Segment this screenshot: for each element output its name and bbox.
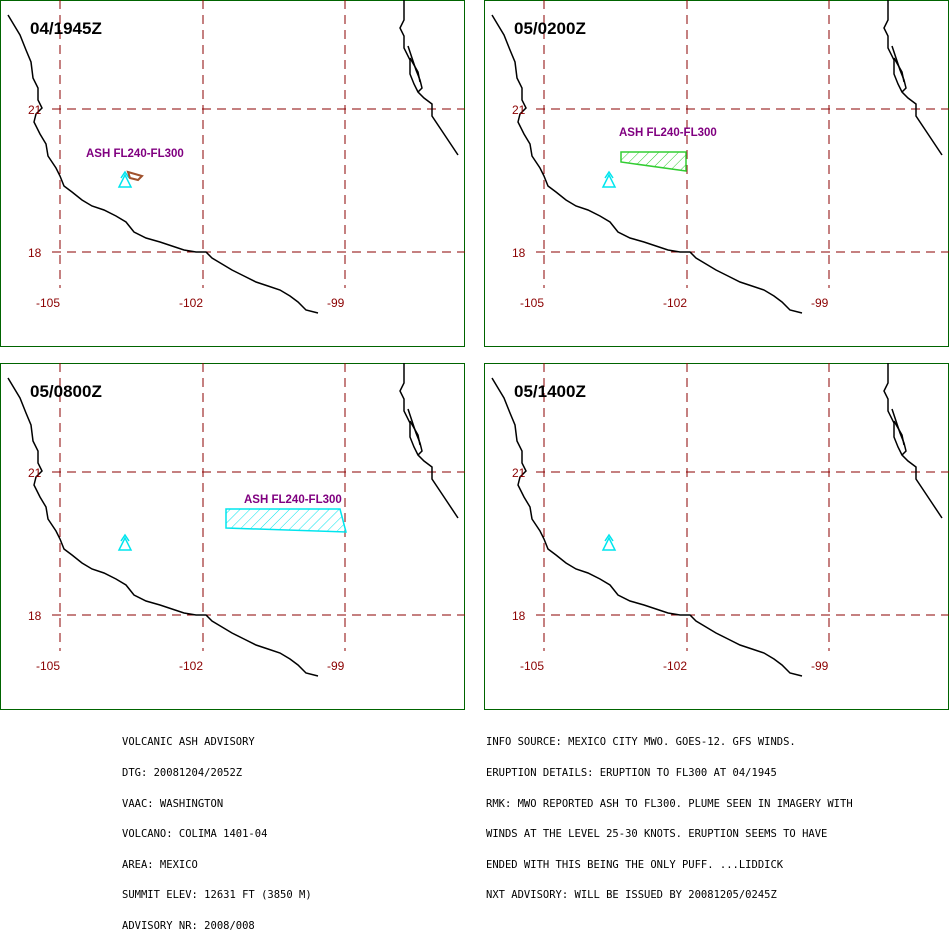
map-panel-1: 04/1945Z ASH FL240-FL300 21 18 -105 -102… [0,0,465,347]
coastline [491,0,943,314]
advisory-right: INFO SOURCE: MEXICO CITY MWO. GOES-12. G… [486,717,853,911]
panel-frame [484,363,949,710]
coastline [491,363,943,677]
ash-cloud-initial [126,170,144,182]
lat-lon-grid [52,363,465,651]
lon-label-99: -99 [327,659,345,673]
lat-lon-grid [536,0,949,288]
panel-frame [484,0,949,347]
advisory-line: NXT ADVISORY: WILL BE ISSUED BY 20081205… [486,889,777,902]
lat-label-21: 21 [28,103,42,117]
lon-label-102: -102 [663,659,687,673]
volcano-icon [601,533,617,551]
lon-label-99: -99 [811,659,829,673]
lat-label-21: 21 [28,466,42,480]
lat-label-18: 18 [512,246,526,260]
lat-lon-grid [536,363,949,651]
lon-label-102: -102 [663,296,687,310]
lat-label-18: 18 [28,246,42,260]
coastline [7,0,459,314]
map-panel-4: 05/1400Z 21 18 -105 -102 -99 [484,363,949,710]
advisory-line: VAAC: WASHINGTON [122,797,224,810]
lon-label-102: -102 [179,296,203,310]
panel-time: 05/0800Z [30,382,102,401]
lat-label-18: 18 [28,609,42,623]
lat-lon-grid [52,0,465,288]
volcano-icon [117,170,133,188]
map-panel-3: 05/0800Z ASH FL240-FL300 21 18 -105 -102… [0,363,465,710]
ash-cloud-0800 [225,508,347,533]
lat-label-18: 18 [512,609,526,623]
panel-frame [0,0,465,347]
advisory-line: WINDS AT THE LEVEL 25-30 KNOTS. ERUPTION… [486,828,828,841]
advisory-line: VOLCANIC ASH ADVISORY [122,736,255,749]
lon-label-105: -105 [520,296,544,310]
advisory-line: ENDED WITH THIS BEING THE ONLY PUFF. ...… [486,858,784,871]
coastline [7,363,459,677]
advisory-line: ERUPTION DETAILS: ERUPTION TO FL300 AT 0… [486,767,777,779]
lon-label-105: -105 [36,659,60,673]
lat-label-21: 21 [512,466,526,480]
lon-label-105: -105 [36,296,60,310]
volcano-icon [601,170,617,188]
ash-label: ASH FL240-FL300 [244,494,342,506]
lon-label-99: -99 [327,296,345,310]
lat-label-21: 21 [512,103,526,117]
lon-label-99: -99 [811,296,829,310]
advisory-line: AREA: MEXICO [122,858,198,871]
advisory-line: VOLCANO: COLIMA 1401-04 [122,828,268,841]
panel-frame [0,363,465,710]
advisory-line: INFO SOURCE: MEXICO CITY MWO. GOES-12. G… [486,736,796,749]
advisory-left: VOLCANIC ASH ADVISORY DTG: 20081204/2052… [122,717,312,941]
panel-time: 05/1400Z [514,382,586,401]
volcano-icon [117,533,133,551]
panel-time: 05/0200Z [514,19,586,38]
panel-time: 04/1945Z [30,19,102,38]
map-panel-2: 05/0200Z ASH FL240-FL300 21 18 -105 -102… [484,0,949,347]
lon-label-102: -102 [179,659,203,673]
ash-label: ASH FL240-FL300 [619,127,717,139]
ash-label: ASH FL240-FL300 [86,148,184,160]
advisory-line: RMK: MWO REPORTED ASH TO FL300. PLUME SE… [486,797,853,810]
advisory-line: ADVISORY NR: 2008/008 [122,919,255,932]
lon-label-105: -105 [520,659,544,673]
ash-cloud-0200 [620,151,687,172]
advisory-line: DTG: 20081204/2052Z [122,767,243,779]
advisory-line: SUMMIT ELEV: 12631 FT (3850 M) [122,889,312,902]
